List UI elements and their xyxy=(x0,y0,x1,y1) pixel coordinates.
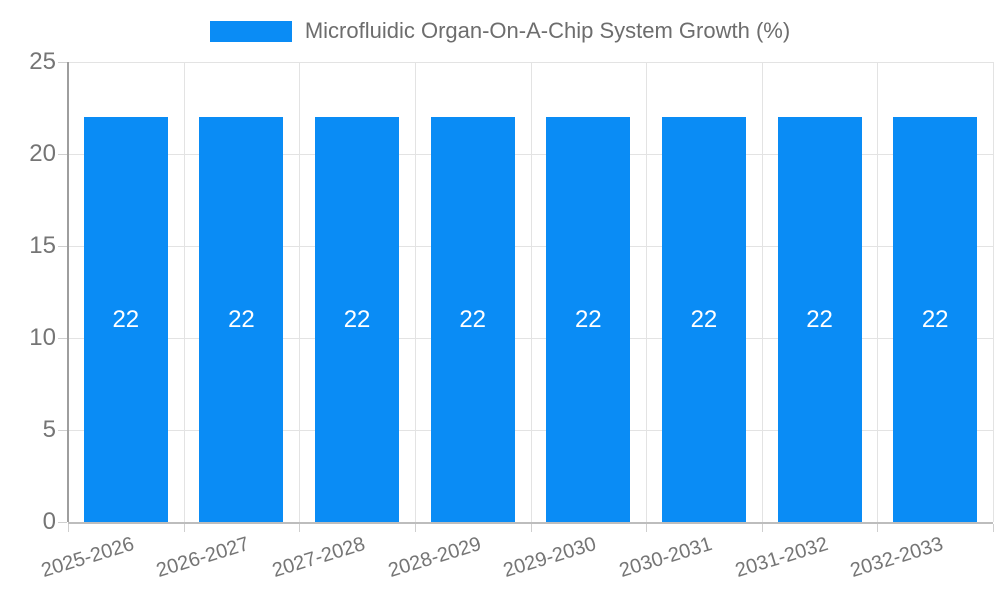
gridline-vertical xyxy=(646,62,648,522)
bar-value-label: 22 xyxy=(228,305,255,333)
x-axis-line xyxy=(68,522,993,524)
y-axis-tick xyxy=(58,522,67,523)
x-axis-tick xyxy=(761,524,763,532)
bar[interactable]: 22 xyxy=(893,117,978,522)
x-axis-tick xyxy=(299,524,301,532)
gridline-vertical xyxy=(530,62,532,522)
y-axis-tick xyxy=(58,246,67,247)
bar[interactable]: 22 xyxy=(777,117,862,522)
bar-value-label: 22 xyxy=(459,305,487,333)
gridline-vertical xyxy=(877,62,879,522)
y-axis-tick-label: 0 xyxy=(42,508,56,535)
y-axis-tick xyxy=(58,430,67,431)
x-axis-tick xyxy=(993,524,994,532)
bar[interactable]: 22 xyxy=(315,117,400,522)
bar[interactable]: 22 xyxy=(661,117,746,522)
y-axis-tick-label: 25 xyxy=(29,48,56,75)
legend-label: Microfluidic Organ-On-A-Chip System Grow… xyxy=(304,18,791,43)
bar-value-label: 22 xyxy=(921,305,949,333)
x-axis-tick xyxy=(414,524,416,532)
bar[interactable]: 22 xyxy=(430,117,515,522)
gridline-vertical xyxy=(299,62,301,522)
x-axis-tick xyxy=(68,524,69,532)
y-axis-tick xyxy=(58,338,67,339)
gridline-vertical xyxy=(414,62,416,522)
x-axis-tick xyxy=(646,524,648,532)
y-axis-tick-label: 20 xyxy=(29,140,56,167)
y-axis-line xyxy=(67,62,69,522)
bar[interactable]: 22 xyxy=(83,117,168,522)
x-axis-tick xyxy=(877,524,879,532)
gridline-vertical xyxy=(993,62,994,522)
y-axis-tick-label: 5 xyxy=(42,416,56,443)
gridline-horizontal xyxy=(68,62,993,63)
bar-value-label: 22 xyxy=(806,305,833,333)
bar-value-label: 22 xyxy=(343,305,371,333)
y-axis-tick xyxy=(58,62,67,63)
legend-item[interactable]: Microfluidic Organ-On-A-Chip System Grow… xyxy=(0,18,1000,44)
gridline-vertical xyxy=(183,62,185,522)
y-axis-tick xyxy=(58,154,67,155)
bar-value-label: 22 xyxy=(574,305,602,333)
gridline-vertical xyxy=(761,62,763,522)
bar-value-label: 22 xyxy=(690,305,718,333)
x-axis-tick xyxy=(183,524,185,532)
bar[interactable]: 22 xyxy=(546,117,631,522)
y-axis-tick-label: 10 xyxy=(29,324,56,351)
bar[interactable]: 22 xyxy=(199,117,284,522)
x-axis-tick xyxy=(530,524,532,532)
legend-swatch xyxy=(209,20,292,42)
y-axis-tick-label: 15 xyxy=(29,232,56,259)
bar-value-label: 22 xyxy=(112,305,140,333)
